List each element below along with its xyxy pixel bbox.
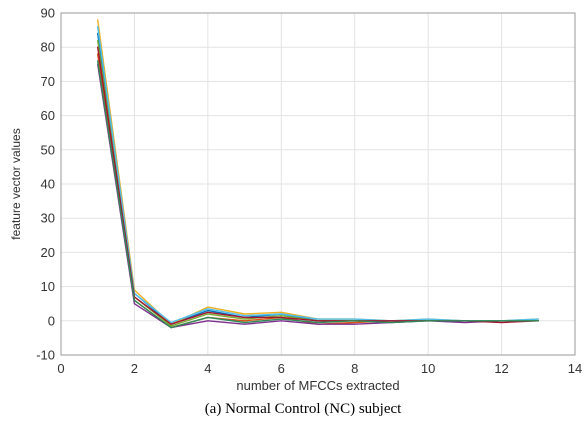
y-tick-label: 20 (41, 245, 55, 260)
y-axis-label: feature vector values (9, 128, 23, 239)
y-tick-label: 30 (41, 211, 55, 226)
y-tick-label: 80 (41, 40, 55, 55)
x-tick-label: 2 (131, 361, 138, 376)
y-tick-label: 40 (41, 177, 55, 192)
series-line-8 (96, 60, 539, 329)
y-tick-label: 70 (41, 74, 55, 89)
series-layer (96, 19, 539, 329)
y-tick-labels: -10 0 10 20 30 40 50 60 70 80 90 (36, 6, 55, 363)
x-tick-label: 0 (57, 361, 64, 376)
x-tick-label: 4 (204, 361, 211, 376)
x-axis-label: number of MFCCs extracted (236, 378, 399, 393)
y-tick-label: 0 (48, 313, 55, 328)
y-tick-label: 50 (41, 142, 55, 157)
x-tick-label: 10 (421, 361, 435, 376)
plot-frame (60, 12, 576, 356)
y-tick-label: -10 (36, 348, 55, 363)
y-tick-label: 90 (41, 6, 55, 21)
figure-caption: (a) Normal Control (NC) subject (205, 401, 402, 417)
x-tick-label: 8 (351, 361, 358, 376)
x-tick-label: 6 (278, 361, 285, 376)
y-tick-label: 60 (41, 108, 55, 123)
x-tick-label: 14 (568, 361, 582, 376)
x-tick-labels: 0 2 4 6 8 10 12 14 (57, 361, 582, 376)
y-tick-label: 10 (41, 279, 55, 294)
x-tick-label: 12 (494, 361, 508, 376)
